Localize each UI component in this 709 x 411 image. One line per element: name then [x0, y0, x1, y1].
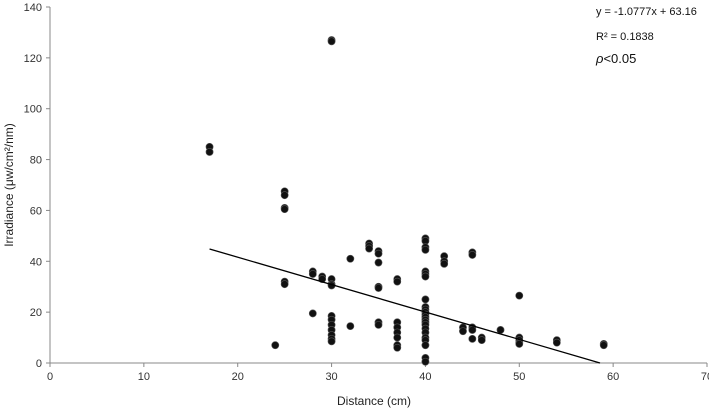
data-point	[421, 295, 430, 304]
data-point	[308, 309, 317, 318]
data-point	[440, 259, 449, 268]
data-point	[468, 334, 477, 343]
data-point	[393, 277, 402, 286]
data-point	[308, 270, 317, 278]
x-tick-labels: 0 10 20 30 40 50 60 70	[47, 363, 709, 383]
equation-annotation: y = -1.0777x + 63.16	[596, 6, 697, 18]
data-point	[393, 333, 402, 342]
x-axis-title: Distance (cm)	[337, 394, 411, 408]
data-point	[346, 254, 355, 263]
data-point	[280, 191, 289, 200]
data-point	[271, 341, 280, 350]
y-tick-label: 60	[30, 205, 42, 217]
data-point	[327, 337, 336, 346]
data-point	[459, 327, 467, 336]
p-value-text: <0.05	[603, 51, 636, 66]
data-point	[468, 251, 477, 259]
data-points	[205, 36, 608, 366]
y-tick-labels: 0 20 40 60 80 100 120 140	[24, 2, 50, 370]
y-axis-title: Irradiance (μw/cm²/nm)	[2, 123, 16, 247]
data-point	[280, 280, 289, 289]
data-point	[374, 258, 383, 267]
y-tick-label: 40	[30, 256, 42, 268]
data-point	[346, 322, 355, 331]
data-point	[374, 320, 383, 329]
r-squared-annotation: R² = 0.1838	[596, 31, 654, 43]
y-tick-label: 20	[30, 307, 42, 319]
data-point	[205, 148, 214, 156]
data-point	[327, 37, 336, 46]
data-point	[515, 340, 524, 348]
p-value-annotation: ρ<0.05	[595, 51, 636, 66]
x-tick-label: 40	[419, 371, 431, 383]
trendline	[209, 248, 601, 364]
data-point	[477, 336, 486, 345]
data-point	[552, 338, 561, 347]
y-tick-label: 0	[36, 358, 42, 370]
data-point	[365, 244, 374, 253]
data-point	[374, 284, 383, 292]
y-tick-label: 120	[24, 53, 42, 65]
data-point	[599, 341, 608, 350]
y-tick-label: 140	[24, 2, 42, 14]
data-point	[496, 326, 505, 334]
data-point	[421, 272, 430, 281]
x-tick-label: 60	[607, 371, 619, 383]
data-point	[421, 245, 430, 254]
data-point	[421, 357, 430, 366]
trendline-group	[209, 248, 601, 364]
data-point	[280, 205, 289, 214]
x-tick-label: 20	[232, 371, 244, 383]
data-point	[421, 341, 430, 350]
data-point	[374, 249, 383, 258]
x-tick-label: 0	[47, 371, 53, 383]
data-point	[393, 343, 402, 352]
data-point	[515, 291, 524, 300]
y-tick-label: 80	[30, 155, 42, 167]
x-tick-label: 10	[138, 371, 150, 383]
y-tick-label: 100	[24, 104, 42, 116]
p-value-symbol: ρ	[595, 51, 604, 66]
x-tick-label: 50	[513, 371, 525, 383]
data-point	[468, 326, 477, 334]
x-tick-label: 70	[701, 371, 709, 383]
axes	[49, 7, 707, 364]
x-tick-label: 30	[325, 371, 337, 383]
